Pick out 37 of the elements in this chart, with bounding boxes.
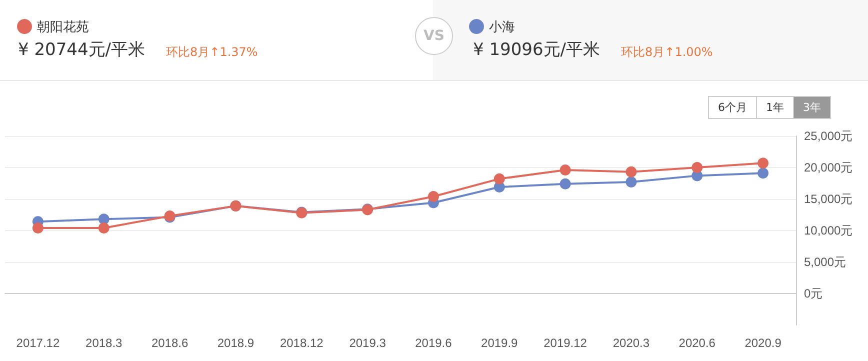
- y-tick-label: 15,000元: [804, 192, 853, 206]
- x-tick-label: 2020.3: [612, 336, 650, 350]
- x-tick-label: 2019.3: [349, 336, 386, 350]
- point: [560, 178, 571, 190]
- range-switch: 6个月 1年 3年: [708, 96, 831, 119]
- point: [32, 222, 44, 234]
- point: [428, 190, 439, 202]
- x-tick-label: 2017.12: [16, 336, 60, 350]
- x-tick-label: 2019.12: [544, 336, 588, 350]
- x-tick-label: 2019.6: [415, 336, 452, 350]
- text: 环比8月↑1.37%: [166, 44, 258, 61]
- point: [98, 222, 110, 234]
- y-tick-label: 25,000元: [804, 129, 853, 143]
- point: [626, 176, 637, 188]
- point: [560, 164, 571, 176]
- x-tick-label: 2018.9: [217, 336, 254, 350]
- x-tick-label: 2020.9: [744, 336, 782, 350]
- text: VS: [415, 17, 453, 55]
- point: [626, 166, 637, 178]
- y-tick-label: 0元: [804, 286, 823, 300]
- x-tick-label: 2020.6: [678, 336, 716, 350]
- y-tick-label: 5,000元: [804, 255, 846, 269]
- point: [758, 158, 769, 169]
- legend-label: 朝阳花苑: [37, 19, 89, 34]
- y-tick-label: 20,000元: [804, 160, 853, 174]
- y-tick-label: 10,000元: [804, 224, 853, 238]
- x-tick-label: 2018.6: [151, 336, 188, 350]
- point: [692, 162, 703, 173]
- point: [758, 168, 769, 179]
- legend-label: 小海: [489, 19, 515, 34]
- text: 环比8月↑1.00%: [621, 44, 713, 61]
- x-tick-label: 2019.9: [481, 336, 518, 350]
- text: ¥ 20744元/平米: [18, 39, 146, 61]
- point: [494, 173, 505, 184]
- text: ¥ 19096元/平米: [473, 39, 600, 61]
- x-tick-label: 2018.12: [280, 336, 324, 350]
- x-tick-label: 2018.3: [86, 336, 123, 350]
